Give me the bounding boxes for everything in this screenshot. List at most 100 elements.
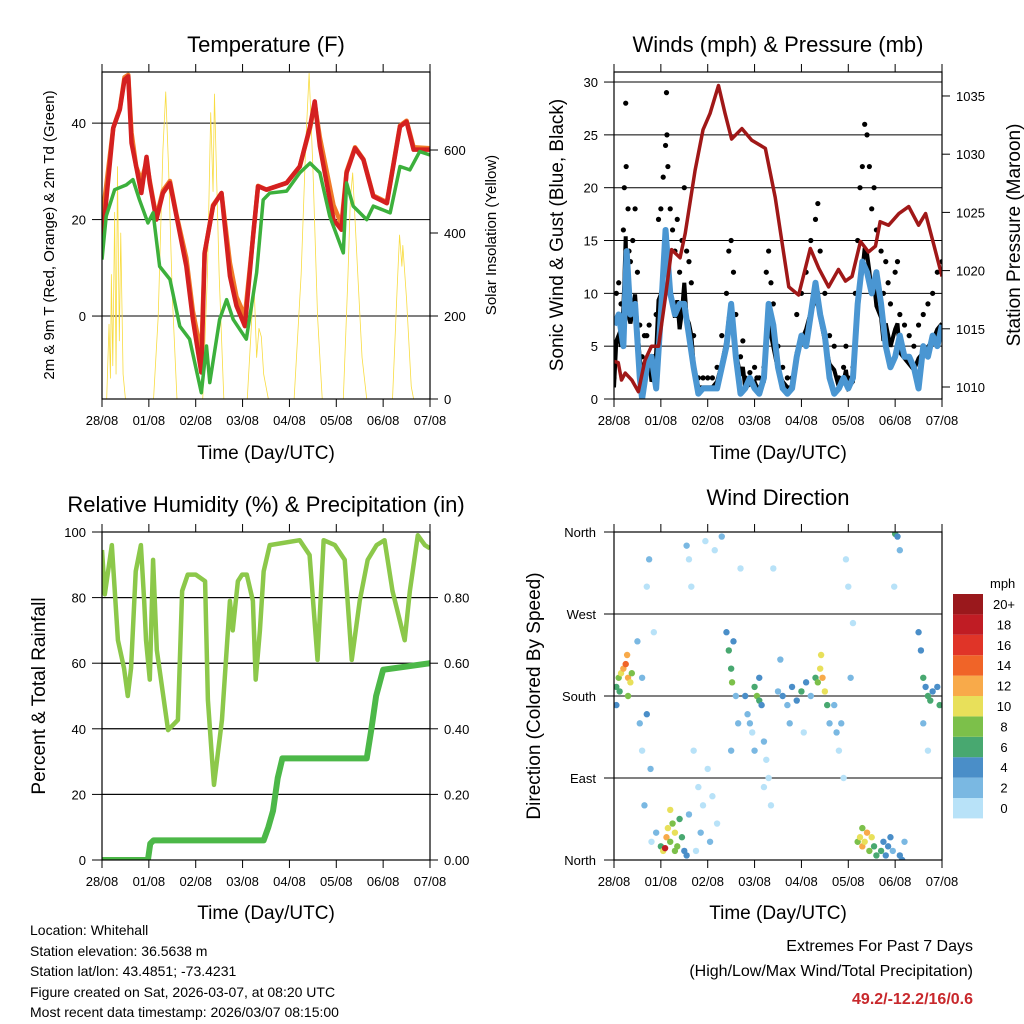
direction-point [889, 847, 896, 855]
direction-point [788, 683, 796, 691]
y-tick-label: 0 [591, 392, 598, 407]
direction-point [652, 829, 660, 836]
direction-point [793, 697, 800, 704]
direction-point [870, 843, 878, 850]
humidity-xlabel: Time (Day/UTC) [197, 903, 335, 924]
direction-point [859, 824, 866, 832]
colorbar-label: 18 [997, 617, 1011, 632]
direction-point [784, 701, 791, 709]
direction-point [671, 847, 679, 855]
y-tick-label: 20 [72, 787, 86, 802]
direction-point [685, 556, 693, 563]
y-tick-label: 0 [79, 309, 86, 324]
winds-y2label: Station Pressure (Maroon) [1004, 124, 1024, 347]
gust-point [812, 216, 819, 222]
direction-point [884, 843, 892, 850]
direction-point [751, 747, 758, 754]
colorbar-label: 20+ [993, 597, 1015, 612]
y2-tick-label: 1035 [956, 89, 985, 104]
gust-point [728, 237, 734, 244]
y-tick-label: 20 [584, 181, 598, 196]
x-tick-label: 01/08 [645, 413, 678, 428]
direction-point [671, 829, 679, 836]
x-tick-label: 01/08 [133, 413, 166, 428]
gust-point [864, 132, 870, 138]
gust-point [630, 237, 636, 244]
direction-point [711, 547, 718, 554]
y2-tick-label: 1010 [956, 380, 985, 395]
direction-point [756, 674, 763, 681]
gust-point [780, 364, 786, 370]
gust-point [621, 185, 627, 191]
wind-direction-title: Wind Direction [706, 485, 849, 510]
humidity-title: Relative Humidity (%) & Precipitation (i… [67, 492, 464, 517]
direction-point [765, 774, 772, 782]
gust-point [915, 322, 922, 328]
x-tick-label: 06/08 [367, 874, 400, 889]
direction-point [628, 670, 636, 677]
y2-tick-label: 0.20 [444, 787, 469, 802]
gust-point [826, 333, 833, 339]
x-tick-label: 28/08 [598, 874, 631, 889]
winds-xlabel: Time (Day/UTC) [709, 443, 847, 464]
direction-point [901, 838, 908, 845]
y2-tick-label: 0 [444, 392, 451, 407]
direction-point [821, 688, 829, 695]
extremes-values: 49.2/-12.2/16/0.6 [852, 991, 973, 1008]
gust-point [634, 269, 641, 275]
direction-point [833, 729, 840, 736]
footer-location: Location: Whitehall [30, 922, 148, 938]
direction-point [742, 692, 749, 700]
direction-point [648, 838, 655, 845]
gust-point [662, 142, 669, 149]
colorbar-swatch [953, 757, 983, 778]
direction-point [728, 679, 736, 686]
direction-point [664, 824, 672, 832]
x-tick-label: 07/08 [414, 413, 447, 428]
gust-point [677, 269, 683, 275]
direction-point [623, 651, 631, 659]
colorbar-swatch [953, 696, 983, 717]
direction-point [779, 692, 786, 700]
direction-point [643, 711, 650, 718]
direction-point [760, 738, 768, 745]
x-tick-label: 03/08 [738, 874, 771, 889]
gust-point [709, 375, 716, 381]
colorbar-label: 0 [1000, 801, 1007, 816]
gust-point [817, 248, 823, 254]
temperature-ylabel: 2m & 9m T (Red, Orange) & 2m Td (Green) [41, 90, 58, 379]
x-tick-label: 28/08 [86, 413, 119, 428]
direction-point [758, 701, 765, 709]
speed-colorbar: mph 0 2 4 6 8 10 12 14 16 18 20+ [953, 576, 1015, 819]
gust-point [841, 364, 847, 370]
gust-point [660, 174, 666, 180]
gust-point [653, 311, 659, 318]
gust-point [726, 248, 732, 254]
gust-point [632, 206, 638, 212]
direction-point [702, 537, 709, 545]
gust-point [894, 259, 901, 265]
y2-tick-label: 0.60 [444, 656, 469, 671]
direction-point [817, 651, 825, 659]
direction-point [934, 683, 941, 691]
winds-plot: 05101520253010101015102010251030103528/0… [584, 64, 985, 428]
y-tick-label: South [562, 689, 596, 704]
colorbar-swatch [953, 655, 983, 676]
direction-point [770, 565, 777, 572]
direction-point [683, 852, 690, 859]
gust-point [871, 185, 877, 191]
direction-point [831, 701, 838, 709]
colorbar-label: 2 [1000, 781, 1007, 796]
direction-point [936, 701, 942, 709]
gust-point [925, 301, 931, 307]
gust-point [866, 163, 872, 170]
gust-point [859, 163, 865, 170]
direction-point [915, 629, 922, 636]
x-tick-label: 01/08 [133, 874, 166, 889]
colorbar-label: 6 [1000, 740, 1007, 755]
direction-point [641, 802, 648, 809]
x-tick-label: 03/08 [226, 874, 259, 889]
gust-point [794, 311, 800, 318]
direction-point [614, 701, 620, 709]
